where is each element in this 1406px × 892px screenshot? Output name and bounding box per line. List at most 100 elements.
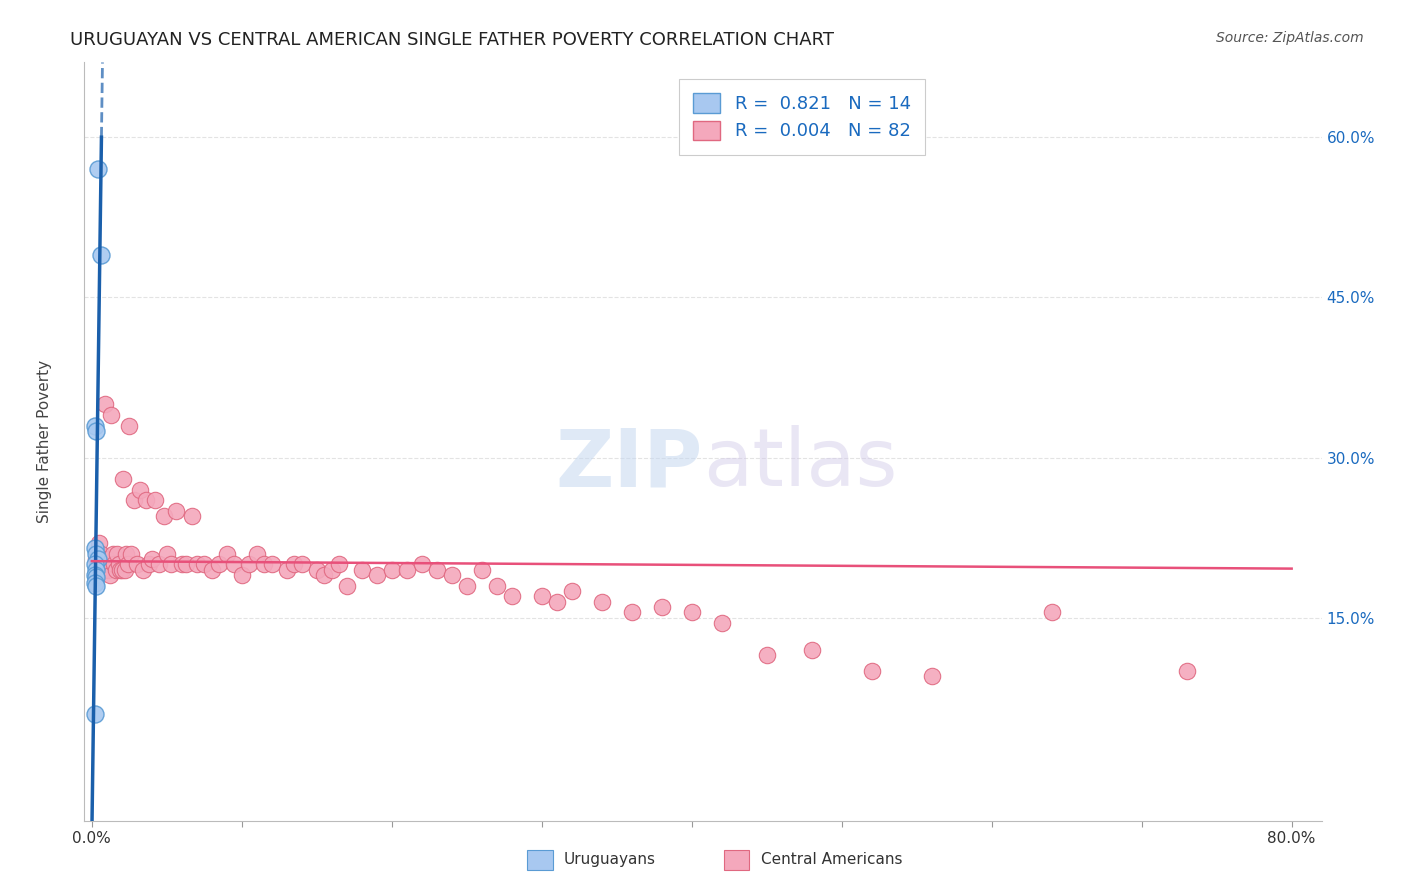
Text: Uruguayans: Uruguayans — [564, 853, 655, 867]
Point — [860, 664, 883, 678]
Point — [321, 563, 343, 577]
Point — [114, 563, 136, 577]
Point — [1175, 664, 1198, 678]
Text: URUGUAYAN VS CENTRAL AMERICAN SINGLE FATHER POVERTY CORRELATION CHART: URUGUAYAN VS CENTRAL AMERICAN SINGLE FAT… — [70, 31, 834, 49]
Point — [755, 648, 778, 662]
Point — [471, 563, 494, 577]
Point — [156, 547, 179, 561]
Point — [118, 418, 141, 433]
Point — [148, 558, 170, 572]
Point — [681, 606, 703, 620]
Point — [201, 563, 224, 577]
Point — [276, 563, 298, 577]
Point — [314, 568, 336, 582]
Point — [283, 558, 305, 572]
Point — [105, 547, 128, 561]
Point — [89, 536, 111, 550]
Point — [546, 595, 568, 609]
Point — [98, 568, 121, 582]
Point — [336, 579, 359, 593]
Point — [246, 547, 269, 561]
Point — [86, 570, 108, 584]
Point — [100, 408, 122, 422]
Point — [176, 558, 198, 572]
Text: atlas: atlas — [703, 425, 897, 503]
Point — [231, 568, 253, 582]
Point — [591, 595, 613, 609]
Point — [115, 547, 138, 561]
Point — [112, 472, 135, 486]
Point — [291, 558, 314, 572]
Point — [86, 563, 108, 577]
Point — [135, 493, 157, 508]
Point — [186, 558, 208, 572]
Point — [110, 563, 132, 577]
Point — [120, 547, 142, 561]
Point — [260, 558, 283, 572]
Point — [90, 547, 112, 561]
Point — [160, 558, 183, 572]
Point — [485, 579, 508, 593]
Point — [143, 493, 166, 508]
Point — [94, 397, 117, 411]
Point — [87, 552, 110, 566]
Point — [501, 590, 523, 604]
Point — [426, 563, 449, 577]
Point — [132, 563, 155, 577]
Point — [710, 616, 733, 631]
Legend: R =  0.821   N = 14, R =  0.004   N = 82: R = 0.821 N = 14, R = 0.004 N = 82 — [679, 79, 925, 155]
Point — [111, 563, 134, 577]
Point — [108, 558, 131, 572]
Point — [456, 579, 478, 593]
Text: Source: ZipAtlas.com: Source: ZipAtlas.com — [1216, 31, 1364, 45]
Point — [83, 558, 105, 572]
Point — [103, 558, 125, 572]
Point — [381, 563, 404, 577]
Point — [104, 563, 127, 577]
Point — [101, 547, 124, 561]
Point — [128, 483, 150, 497]
Point — [620, 606, 643, 620]
Point — [153, 509, 176, 524]
Point — [86, 579, 108, 593]
Point — [165, 504, 187, 518]
Point — [305, 563, 328, 577]
Point — [921, 669, 943, 683]
Point — [651, 600, 673, 615]
Point — [90, 247, 112, 261]
Point — [83, 541, 105, 556]
Point — [83, 568, 105, 582]
Point — [328, 558, 350, 572]
Text: Central Americans: Central Americans — [761, 853, 903, 867]
Point — [117, 558, 139, 572]
Point — [411, 558, 433, 572]
Point — [170, 558, 193, 572]
Point — [193, 558, 215, 572]
Point — [800, 642, 823, 657]
Point — [208, 558, 231, 572]
Point — [181, 509, 204, 524]
Point — [86, 547, 108, 561]
Point — [350, 563, 373, 577]
Point — [138, 558, 160, 572]
Point — [122, 493, 145, 508]
Point — [86, 552, 108, 566]
Point — [97, 563, 120, 577]
Point — [215, 547, 238, 561]
Point — [93, 563, 115, 577]
Point — [125, 558, 148, 572]
Point — [83, 418, 105, 433]
Point — [87, 162, 110, 177]
Point — [224, 558, 246, 572]
Point — [141, 552, 163, 566]
Point — [96, 552, 118, 566]
Point — [440, 568, 463, 582]
Point — [83, 575, 105, 590]
Text: Single Father Poverty: Single Father Poverty — [38, 360, 52, 523]
Point — [253, 558, 276, 572]
Point — [530, 590, 553, 604]
Point — [561, 584, 583, 599]
Point — [366, 568, 388, 582]
Point — [238, 558, 260, 572]
Point — [395, 563, 418, 577]
